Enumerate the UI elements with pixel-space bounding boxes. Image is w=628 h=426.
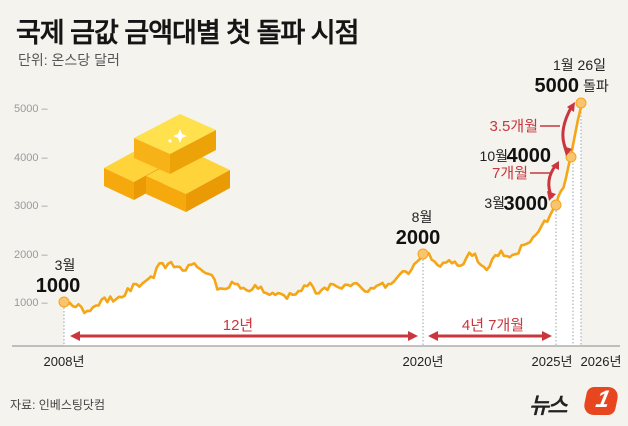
- milestone-dots: [58, 97, 587, 308]
- source-label: 자료: 인베스팅닷컴: [10, 398, 105, 412]
- dot-2000: [417, 248, 429, 260]
- interval-3-5m: 3.5개월: [490, 118, 538, 135]
- label-2000-month: 8월: [412, 209, 433, 225]
- x-label-2025: 2025년: [532, 354, 573, 369]
- x-label-2020: 2020년: [403, 354, 444, 369]
- interval-4y7m: 4년 7개월: [462, 317, 524, 334]
- price-line: [63, 106, 583, 315]
- label-5000-date: 1월 26일: [553, 57, 606, 73]
- label-3000-value: 3000: [504, 193, 549, 215]
- y-tick-2000: 2000 –: [14, 249, 49, 261]
- dot-4000: [565, 151, 577, 163]
- y-tick-4000: 4000 –: [14, 152, 49, 164]
- gold-bars-icon: [104, 114, 230, 212]
- label-1000-value: 1000: [36, 275, 81, 297]
- interval-12y: 12년: [223, 317, 254, 334]
- area-fill: [64, 107, 581, 346]
- y-tick-1000: 1000 –: [14, 297, 49, 309]
- dot-5000: [575, 97, 587, 109]
- y-axis: 5000 – 4000 – 3000 – 2000 – 1000 –: [14, 103, 49, 309]
- label-5000-value: 5000: [535, 75, 580, 97]
- label-4000-month: 10월: [480, 148, 508, 164]
- label-2000-value: 2000: [396, 227, 441, 249]
- logo-text: 뉴스: [529, 393, 568, 418]
- label-5000-suffix: 돌파: [583, 78, 609, 94]
- news1-logo: 뉴스 1: [529, 386, 620, 418]
- guide-lines: [63, 105, 582, 346]
- dot-3000: [550, 199, 562, 211]
- x-label-2008: 2008년: [44, 354, 85, 369]
- y-tick-3000: 3000 –: [14, 200, 49, 212]
- label-3000-month: 3월: [484, 195, 505, 211]
- interval-7m: 7개월: [492, 165, 528, 182]
- dot-1000: [58, 296, 70, 308]
- label-4000-value: 4000: [507, 145, 552, 167]
- chart-title: 국제 금값 금액대별 첫 돌파 시점: [16, 18, 359, 48]
- interval-arrows: [70, 102, 575, 341]
- x-label-2026: 2026년: [581, 354, 622, 369]
- y-tick-5000: 5000 –: [14, 103, 49, 115]
- unit-label: 단위: 온스당 달러: [18, 52, 120, 68]
- logo-mark: 1: [582, 386, 620, 415]
- label-1000-month: 3월: [55, 257, 76, 273]
